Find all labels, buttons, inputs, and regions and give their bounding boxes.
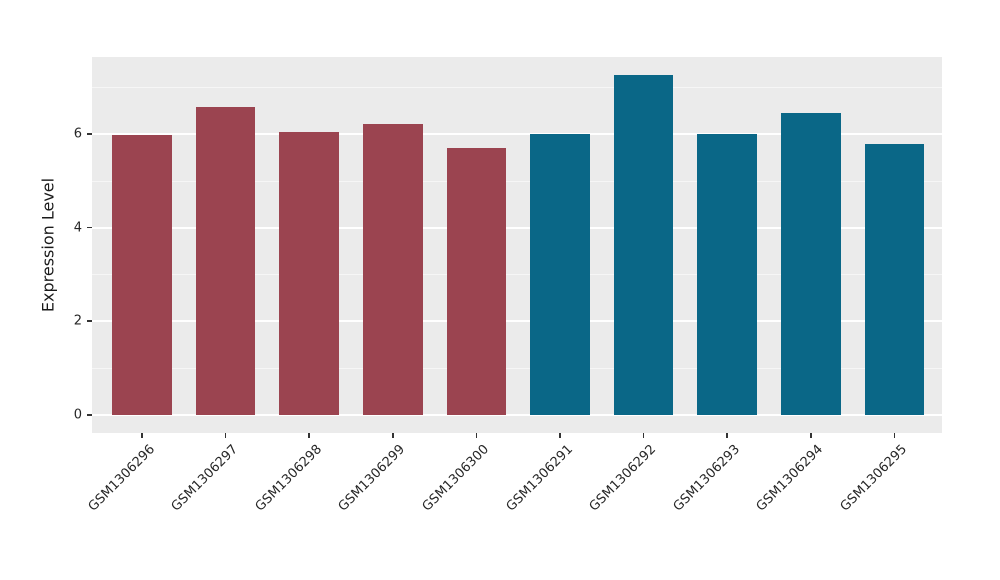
plot-panel: [92, 57, 942, 433]
bar-GSM1306292: [613, 74, 674, 415]
y-tick-label: 4: [73, 220, 82, 236]
bar-GSM1306295: [864, 143, 925, 415]
bar-GSM1306296: [112, 135, 172, 415]
x-tick-label: GSM1306298: [252, 442, 325, 515]
x-tick-label: GSM1306299: [335, 442, 409, 515]
x-tick-mark: [642, 433, 645, 438]
x-tick-mark: [392, 433, 394, 438]
x-tick-mark: [559, 433, 561, 438]
minor-gridline: [92, 274, 942, 276]
major-gridline: [92, 226, 942, 229]
y-tick-label: 0: [73, 407, 82, 423]
x-tick-label: GSM1306297: [168, 442, 242, 515]
bar-GSM1306298: [279, 132, 339, 415]
y-axis-title: Expression Level: [38, 177, 58, 313]
x-tick-label: GSM1306296: [85, 442, 158, 515]
major-gridline: [92, 414, 942, 416]
x-tick-label: GSM1306292: [586, 442, 660, 515]
x-tick-mark: [308, 433, 310, 438]
x-tick-mark: [893, 433, 896, 438]
x-tick-label: GSM1306291: [503, 442, 576, 515]
y-tick-label: 2: [73, 313, 82, 329]
bar-GSM1306300: [446, 148, 507, 415]
y-tick-mark: [87, 133, 92, 135]
x-tick-mark: [224, 433, 227, 438]
minor-gridline: [92, 180, 942, 182]
bar-GSM1306297: [195, 107, 256, 415]
bar-GSM1306293: [697, 134, 757, 415]
x-tick-label: GSM1306295: [837, 442, 911, 515]
minor-gridline: [92, 367, 942, 369]
y-tick-mark: [87, 226, 92, 229]
x-tick-label: GSM1306293: [670, 442, 743, 515]
x-tick-label: GSM1306294: [753, 442, 827, 515]
y-tick-mark: [87, 320, 92, 322]
minor-gridline: [92, 86, 942, 88]
bar-GSM1306294: [781, 113, 841, 415]
y-tick-label: 6: [73, 126, 82, 142]
major-gridline: [92, 320, 942, 323]
x-tick-mark: [810, 433, 812, 438]
major-gridline: [92, 133, 942, 136]
x-tick-mark: [141, 433, 143, 438]
y-tick-mark: [87, 414, 92, 416]
x-tick-label: GSM1306300: [419, 442, 493, 515]
x-tick-mark: [726, 433, 728, 438]
bar-GSM1306299: [363, 123, 423, 415]
x-tick-mark: [475, 433, 478, 438]
bar-GSM1306291: [530, 134, 590, 415]
